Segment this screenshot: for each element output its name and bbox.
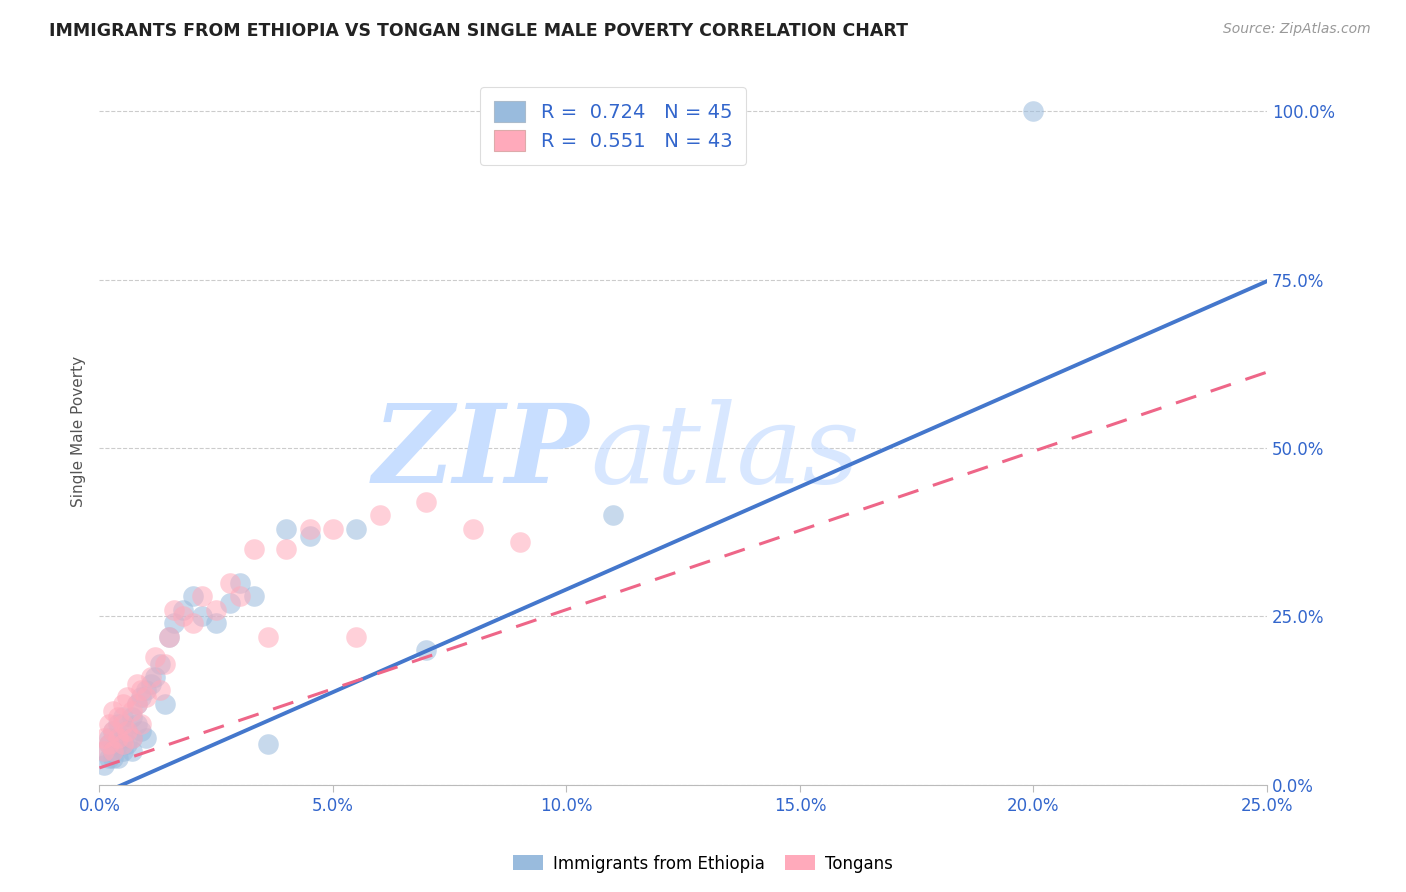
- Point: [125, 697, 148, 711]
- Point: [163, 616, 186, 631]
- Point: [121, 704, 143, 718]
- Point: [159, 630, 181, 644]
- Text: ZIP: ZIP: [373, 399, 589, 506]
- Point: [117, 737, 139, 751]
- Point: [111, 731, 134, 745]
- Point: [121, 731, 143, 745]
- Point: [97, 737, 120, 751]
- Point: [149, 683, 172, 698]
- Point: [602, 508, 624, 523]
- Legend: R =  0.724   N = 45, R =  0.551   N = 43: R = 0.724 N = 45, R = 0.551 N = 43: [481, 87, 745, 164]
- Y-axis label: Single Male Poverty: Single Male Poverty: [72, 356, 86, 507]
- Point: [125, 676, 148, 690]
- Text: atlas: atlas: [589, 399, 859, 506]
- Point: [103, 751, 125, 765]
- Point: [111, 710, 134, 724]
- Point: [228, 589, 250, 603]
- Point: [415, 495, 437, 509]
- Point: [298, 528, 321, 542]
- Point: [93, 744, 115, 758]
- Point: [107, 710, 129, 724]
- Point: [97, 737, 120, 751]
- Point: [111, 744, 134, 758]
- Point: [181, 616, 204, 631]
- Point: [97, 717, 120, 731]
- Point: [163, 602, 186, 616]
- Point: [228, 575, 250, 590]
- Point: [145, 649, 167, 664]
- Point: [322, 522, 344, 536]
- Point: [97, 751, 120, 765]
- Point: [121, 731, 143, 745]
- Point: [344, 630, 367, 644]
- Point: [93, 757, 115, 772]
- Point: [153, 697, 176, 711]
- Point: [159, 630, 181, 644]
- Point: [93, 744, 115, 758]
- Point: [103, 744, 125, 758]
- Point: [181, 589, 204, 603]
- Point: [107, 731, 129, 745]
- Point: [205, 602, 228, 616]
- Point: [139, 670, 162, 684]
- Point: [107, 751, 129, 765]
- Point: [125, 697, 148, 711]
- Point: [97, 731, 120, 745]
- Point: [103, 723, 125, 738]
- Point: [242, 589, 264, 603]
- Point: [1022, 104, 1045, 119]
- Point: [205, 616, 228, 631]
- Point: [145, 670, 167, 684]
- Point: [298, 522, 321, 536]
- Point: [103, 704, 125, 718]
- Point: [219, 596, 242, 610]
- Point: [131, 690, 153, 705]
- Point: [415, 643, 437, 657]
- Point: [121, 744, 143, 758]
- Point: [153, 657, 176, 671]
- Point: [131, 717, 153, 731]
- Point: [121, 710, 143, 724]
- Point: [125, 717, 148, 731]
- Text: Source: ZipAtlas.com: Source: ZipAtlas.com: [1223, 22, 1371, 37]
- Point: [117, 723, 139, 738]
- Point: [117, 723, 139, 738]
- Point: [173, 602, 195, 616]
- Point: [131, 723, 153, 738]
- Point: [111, 697, 134, 711]
- Point: [276, 522, 298, 536]
- Point: [256, 630, 278, 644]
- Point: [149, 657, 172, 671]
- Point: [107, 737, 129, 751]
- Point: [219, 575, 242, 590]
- Point: [173, 609, 195, 624]
- Point: [135, 690, 157, 705]
- Point: [107, 717, 129, 731]
- Point: [103, 744, 125, 758]
- Point: [256, 737, 278, 751]
- Text: IMMIGRANTS FROM ETHIOPIA VS TONGAN SINGLE MALE POVERTY CORRELATION CHART: IMMIGRANTS FROM ETHIOPIA VS TONGAN SINGL…: [49, 22, 908, 40]
- Point: [103, 723, 125, 738]
- Point: [135, 731, 157, 745]
- Point: [117, 690, 139, 705]
- Point: [368, 508, 391, 523]
- Point: [139, 676, 162, 690]
- Point: [461, 522, 484, 536]
- Point: [344, 522, 367, 536]
- Point: [242, 541, 264, 556]
- Point: [111, 717, 134, 731]
- Point: [135, 683, 157, 698]
- Point: [93, 731, 115, 745]
- Point: [111, 737, 134, 751]
- Point: [276, 541, 298, 556]
- Point: [131, 683, 153, 698]
- Legend: Immigrants from Ethiopia, Tongans: Immigrants from Ethiopia, Tongans: [506, 848, 900, 880]
- Point: [191, 589, 214, 603]
- Point: [509, 535, 531, 549]
- Point: [191, 609, 214, 624]
